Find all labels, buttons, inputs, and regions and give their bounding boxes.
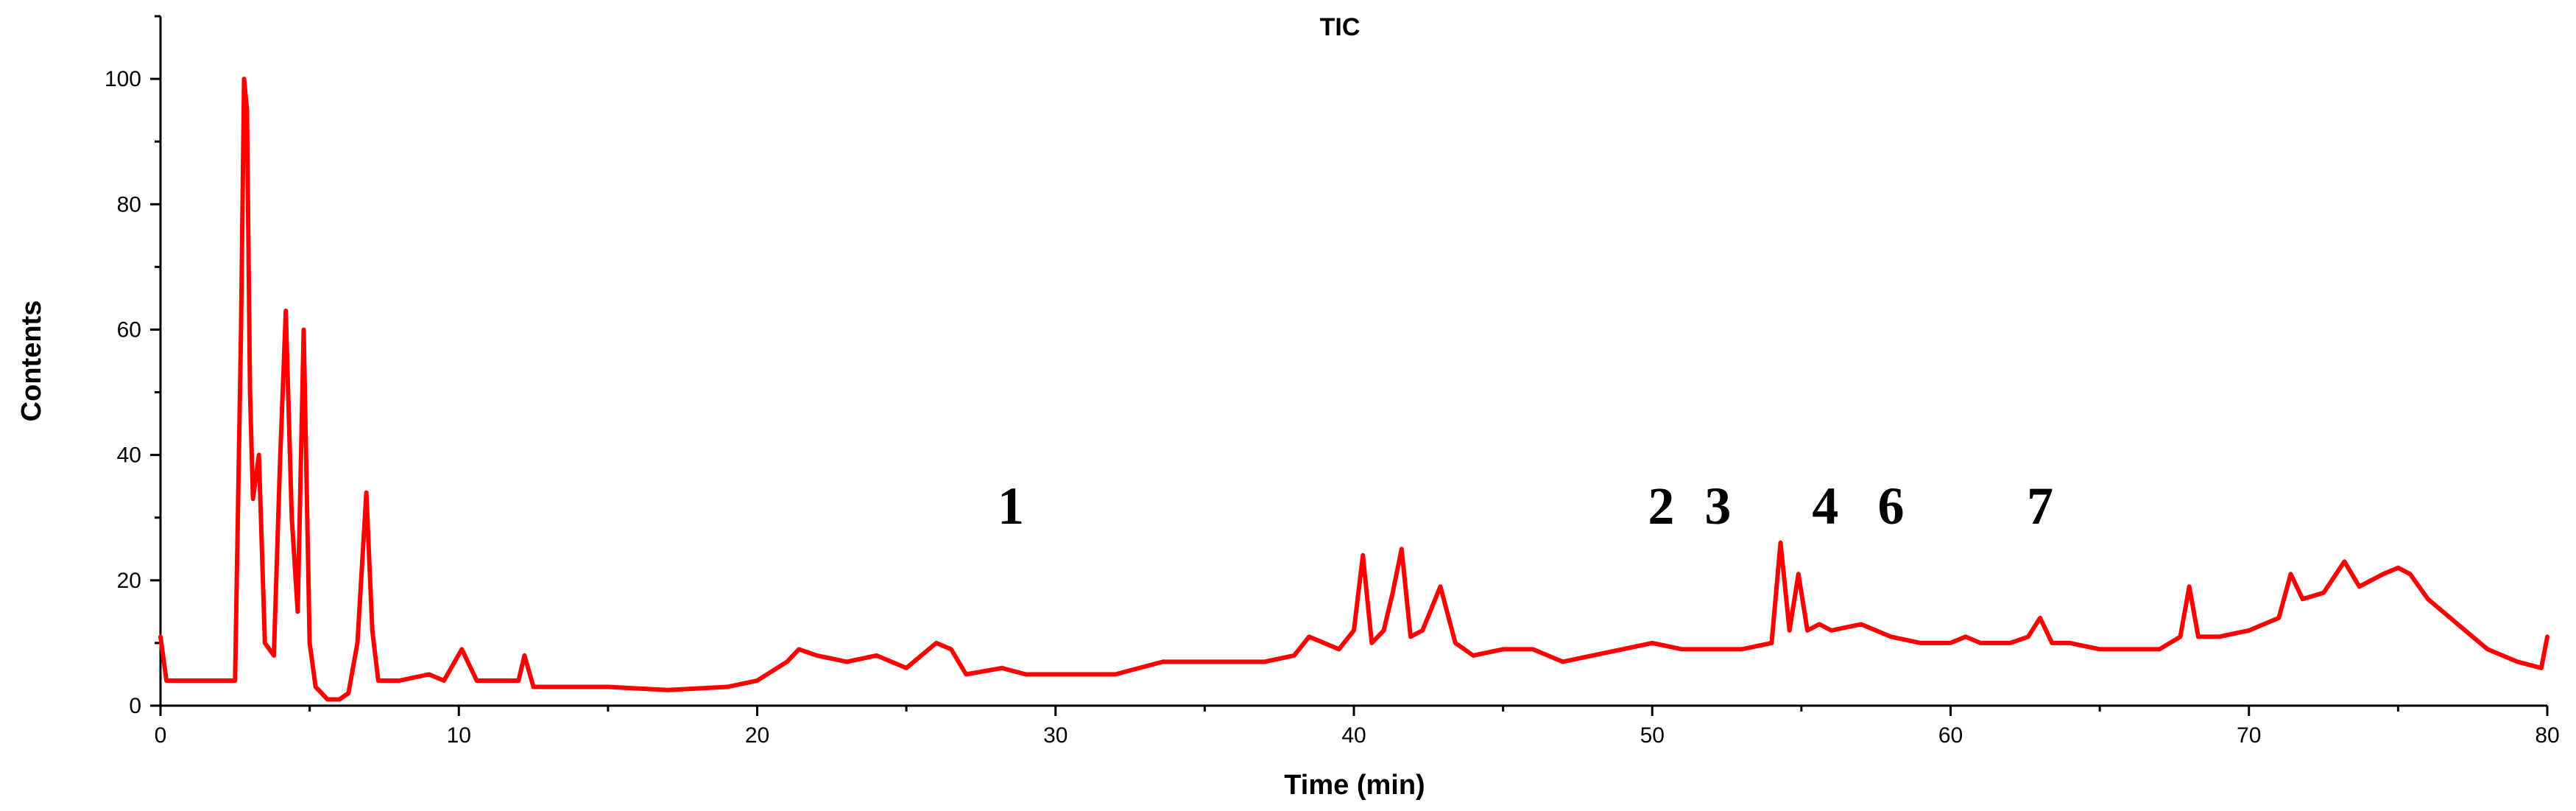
- x-tick-label: 10: [447, 723, 471, 748]
- y-tick-label: 80: [117, 192, 141, 217]
- peak-label: 6: [1877, 477, 1904, 536]
- x-tick-label: 20: [745, 723, 769, 748]
- x-tick-label: 0: [155, 723, 167, 748]
- x-axis-title: Time (min): [1284, 770, 1425, 801]
- y-ticks: 0 20 40 60 80 100: [105, 15, 160, 718]
- x-tick-label: 30: [1043, 723, 1068, 748]
- x-ticks: 0 10 20 30 40 50 60 70 80: [155, 706, 2560, 748]
- x-tick-label: 70: [2237, 723, 2261, 748]
- y-tick-label: 100: [105, 67, 141, 91]
- axes: [159, 16, 2547, 707]
- y-tick-label: 20: [117, 569, 141, 593]
- y-tick-label: 40: [117, 443, 141, 468]
- chart-title: TIC: [1320, 13, 1361, 41]
- peak-label: 2: [1648, 477, 1674, 536]
- y-tick-label: 0: [129, 694, 141, 718]
- x-tick-label: 60: [1938, 723, 1963, 748]
- y-axis-title: Contents: [16, 301, 47, 422]
- x-tick-label: 80: [2535, 723, 2559, 748]
- peak-label: 4: [1812, 477, 1838, 536]
- tic-series-line: [158, 77, 2549, 702]
- peak-label: 7: [2027, 477, 2053, 536]
- y-tick-label: 60: [117, 317, 141, 342]
- peak-label: 3: [1704, 477, 1731, 536]
- peak-label: 1: [998, 477, 1024, 536]
- x-tick-label: 40: [1341, 723, 1366, 748]
- x-tick-label: 50: [1640, 723, 1665, 748]
